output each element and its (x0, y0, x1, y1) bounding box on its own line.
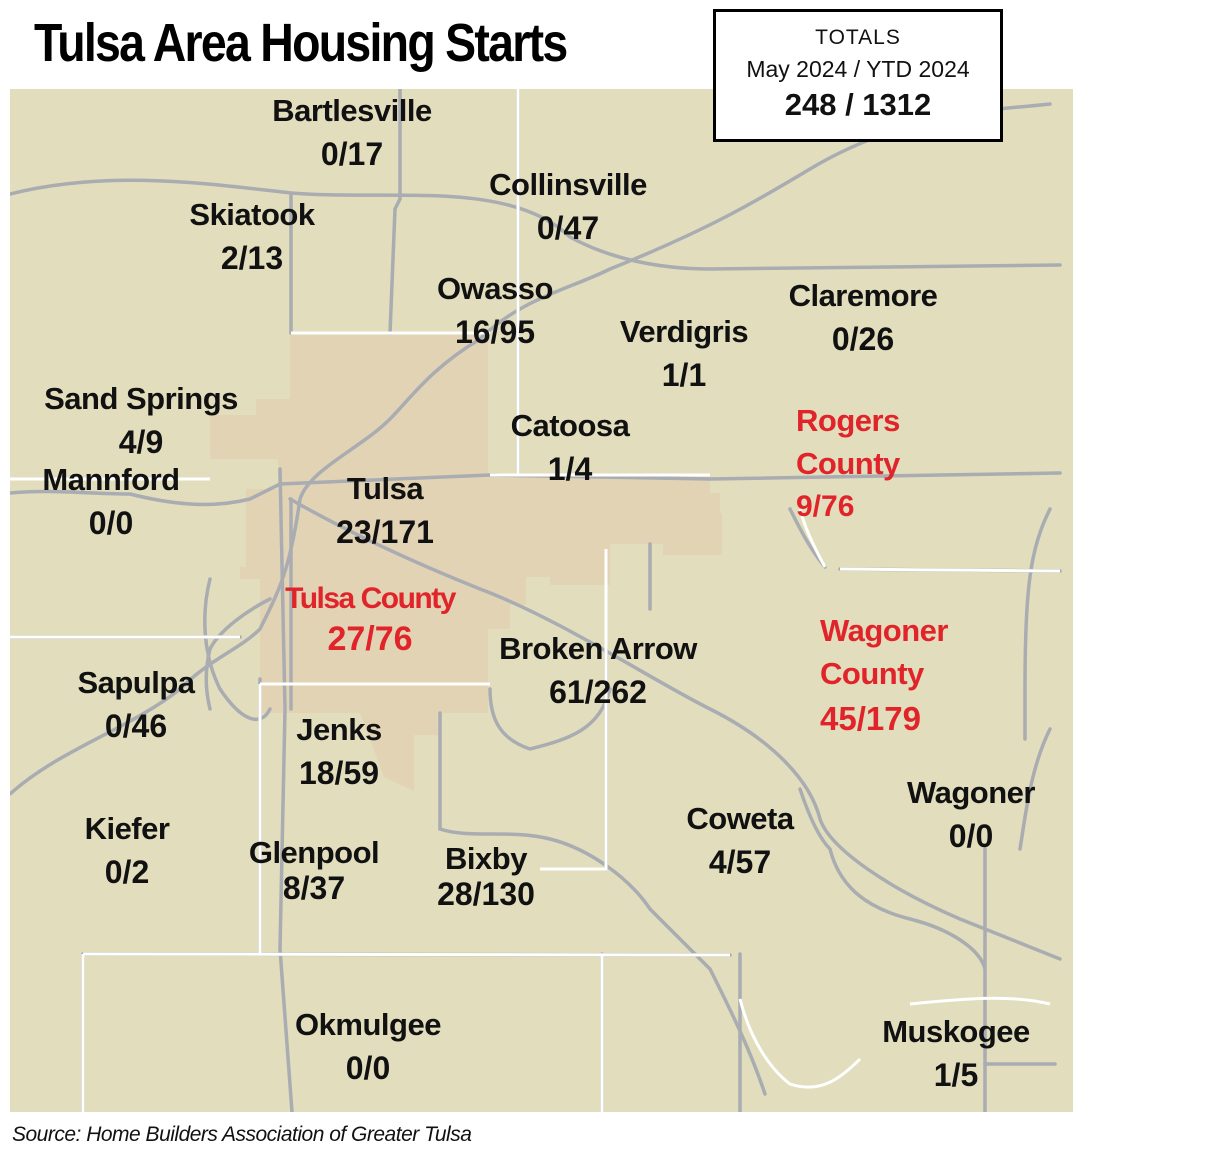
place-coweta: Coweta 4/57 (686, 797, 794, 885)
place-value: 0/0 (345, 1050, 391, 1087)
place-value: 0/46 (104, 708, 168, 745)
place-kiefer: Kiefer 0/2 (85, 807, 170, 895)
place-bixby: Bixby 28/130 (437, 837, 535, 917)
place-collinsville: Collinsville 0/47 (489, 163, 647, 251)
county-tulsa: Tulsa County 27/76 (285, 580, 456, 660)
source-credit: Source: Home Builders Association of Gre… (12, 1123, 472, 1146)
county-value: 27/76 (327, 619, 413, 658)
totals-heading: TOTALS (815, 26, 901, 49)
place-value: 0/17 (320, 136, 384, 173)
place-name: Mannford (42, 462, 180, 497)
place-glenpool: Glenpool 8/37 (248, 831, 380, 911)
county-name-line2: County (796, 445, 900, 481)
totals-values: 248 / 1312 (784, 87, 932, 122)
place-value: 0/0 (88, 505, 134, 542)
map-area (10, 89, 1073, 1112)
place-catoosa: Catoosa 1/4 (511, 404, 630, 492)
place-name: Owasso (437, 271, 553, 306)
totals-period: May 2024 / YTD 2024 (746, 56, 970, 82)
place-name: Glenpool (248, 835, 380, 870)
place-name: Bixby (445, 841, 527, 876)
place-value: 2/13 (220, 240, 284, 277)
tulsa-city-limits (210, 333, 722, 791)
county-name-line1: Wagoner (820, 613, 948, 648)
county-name: Tulsa County (285, 582, 456, 615)
place-owasso: Owasso 16/95 (437, 267, 553, 355)
county-lines (10, 89, 1061, 1112)
place-wagoner: Wagoner 0/0 (907, 771, 1035, 859)
place-value: 1/4 (547, 451, 593, 488)
place-mannford: Mannford 0/0 (42, 458, 180, 546)
place-name: Kiefer (84, 811, 170, 846)
place-name: Tulsa (346, 471, 424, 506)
place-value: 1/5 (933, 1057, 979, 1094)
place-value: 0/26 (831, 321, 895, 358)
place-value: 8/37 (282, 870, 346, 907)
place-bartlesville: Bartlesville 0/17 (272, 89, 432, 177)
place-verdigris: Verdigris 1/1 (619, 310, 749, 398)
place-value: 23/171 (336, 514, 434, 551)
place-name: Sand Springs (44, 381, 238, 416)
place-name: Jenks (296, 712, 382, 747)
place-value: 18/59 (298, 755, 380, 792)
place-value: 4/9 (118, 424, 164, 461)
place-sapulpa: Sapulpa 0/46 (77, 661, 195, 749)
map-title: Tulsa Area Housing Starts (34, 13, 568, 73)
county-rogers: Rogers County 9/76 (796, 400, 900, 527)
place-value: 4/57 (708, 844, 772, 881)
county-name-line2: County (820, 655, 924, 691)
county-value: 45/179 (820, 699, 921, 737)
place-sand-springs: Sand Springs 4/9 (44, 377, 238, 465)
place-value: 0/0 (948, 818, 994, 855)
place-broken-arrow: Broken Arrow 61/262 (499, 627, 697, 715)
place-tulsa: Tulsa 23/171 (336, 467, 434, 555)
totals-box: TOTALS May 2024 / YTD 2024 248 / 1312 (713, 9, 1003, 142)
place-name: Bartlesville (272, 93, 432, 128)
place-name: Wagoner (907, 775, 1035, 810)
place-claremore: Claremore 0/26 (789, 274, 938, 362)
place-name: Claremore (788, 278, 938, 313)
place-value: 1/1 (661, 357, 707, 394)
place-name: Coweta (686, 801, 794, 836)
place-name: Catoosa (510, 408, 630, 443)
county-value: 9/76 (796, 489, 855, 523)
place-name: Skiatook (189, 197, 315, 232)
county-name-line1: Rogers (796, 403, 900, 438)
road-map (10, 89, 1062, 1112)
place-name: Broken Arrow (499, 631, 697, 666)
place-jenks: Jenks 18/59 (296, 708, 382, 796)
place-name: Verdigris (619, 314, 749, 349)
place-value: 28/130 (437, 876, 535, 913)
place-skiatook: Skiatook 2/13 (189, 193, 315, 281)
place-muskogee: Muskogee 1/5 (882, 1010, 1030, 1098)
place-value: 16/95 (454, 314, 536, 351)
place-name: Muskogee (882, 1014, 1030, 1049)
place-value: 61/262 (549, 674, 647, 711)
place-name: Sapulpa (77, 665, 195, 700)
place-value: 0/2 (104, 854, 150, 891)
place-name: Collinsville (489, 167, 647, 202)
county-wagoner: Wagoner County 45/179 (820, 610, 948, 741)
place-okmulgee: Okmulgee 0/0 (295, 1003, 441, 1091)
place-value: 0/47 (536, 210, 600, 247)
place-name: Okmulgee (295, 1007, 441, 1042)
